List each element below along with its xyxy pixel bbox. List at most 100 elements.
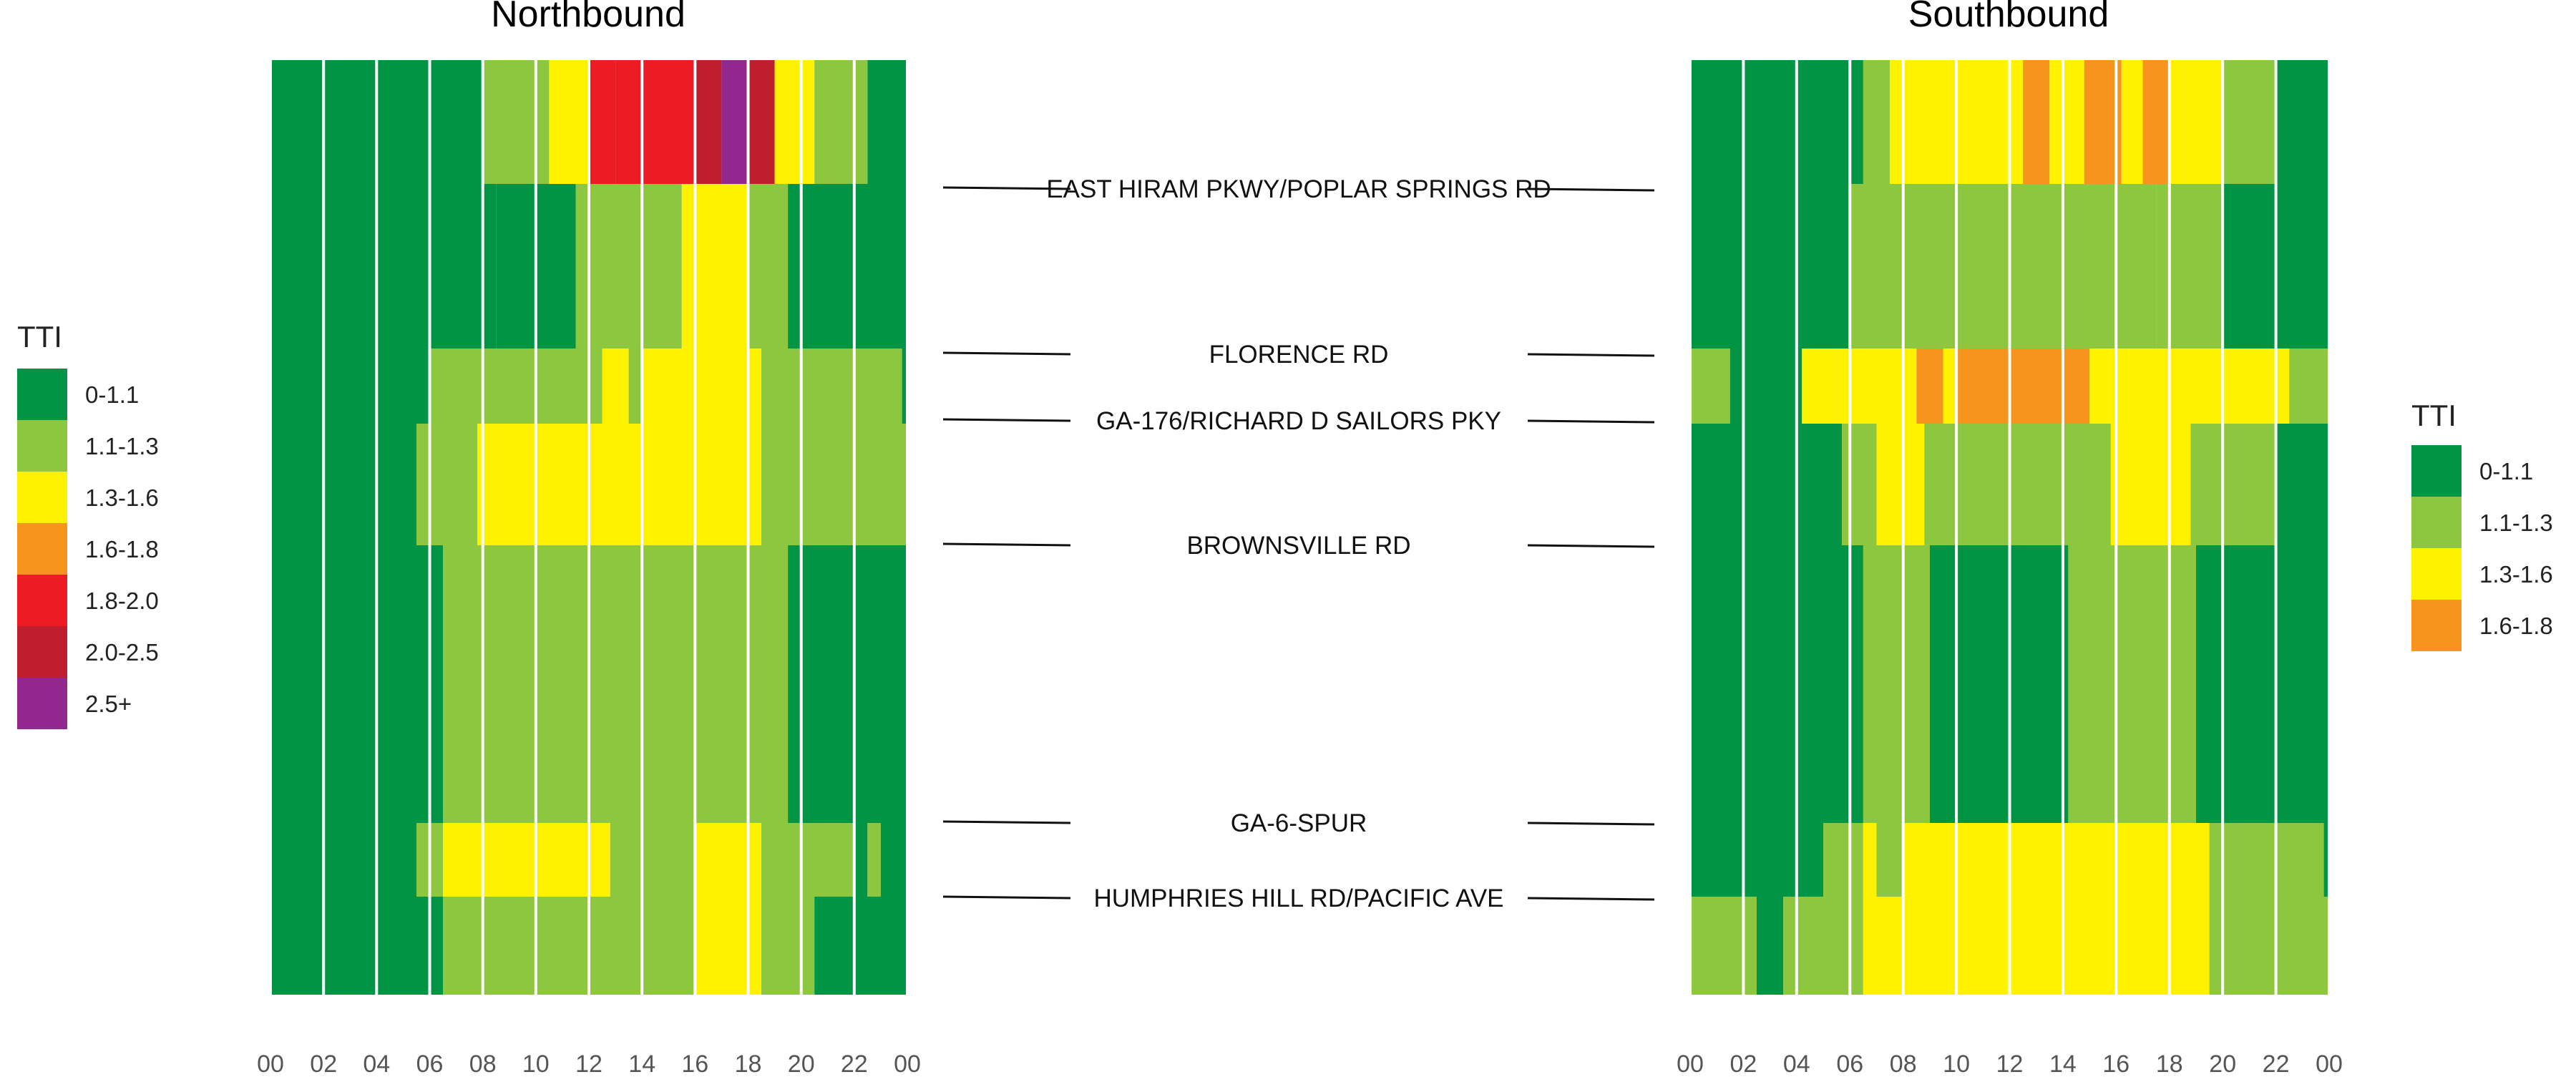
legend-swatch (17, 369, 67, 420)
x-tick-label: 14 (2049, 1051, 2077, 1073)
legend-label: 0-1.1 (2479, 458, 2533, 484)
heatmap-cell (814, 897, 907, 995)
heatmap-cell (1876, 823, 1903, 897)
legend-label: 1.1-1.3 (2479, 510, 2553, 536)
x-tick-label: 18 (735, 1051, 762, 1073)
heatmap-cell (2209, 897, 2329, 995)
heatmap-cell (1690, 897, 1757, 995)
x-tick-label: 20 (788, 1051, 815, 1073)
heatmap-cell (721, 60, 748, 184)
heatmap-cell (477, 424, 762, 545)
x-tick-label: 22 (841, 1051, 868, 1073)
connector-line-right (1527, 419, 1655, 424)
heatmap-cell (1802, 349, 1837, 424)
legend-swatch (2411, 445, 2462, 497)
heatmap-cell (681, 184, 748, 349)
connector-line-left (942, 351, 1071, 356)
legend-swatch (17, 523, 67, 575)
connector-line-left (942, 820, 1071, 824)
heatmap-cell (695, 897, 761, 995)
connector-line-left (942, 895, 1071, 900)
heatmap-cell (814, 60, 868, 184)
connector-line-right (1527, 897, 1655, 901)
heatmap-cell (575, 184, 682, 349)
x-tick-label: 20 (2209, 1051, 2236, 1073)
heatmap-cell (2209, 823, 2324, 897)
legend-label: 1.3-1.6 (2479, 561, 2553, 588)
legend-label: 2.5+ (85, 691, 132, 717)
x-tick-label: 02 (1729, 1051, 1757, 1073)
x-tick-label: 10 (522, 1051, 550, 1073)
heatmap-cell (2223, 60, 2276, 184)
road-label: BROWNSVILLE RD (1186, 532, 1410, 560)
heatmap-cell (2275, 60, 2329, 184)
legend-swatch (17, 575, 67, 626)
heatmap-cell (2068, 545, 2196, 823)
heatmap-cell (748, 184, 789, 349)
heatmap-cell (1863, 823, 1877, 897)
connector-line-right (1527, 822, 1655, 826)
heatmap-cell (1690, 545, 1863, 823)
legend-swatch (17, 678, 67, 729)
heatmap-cell (695, 823, 761, 897)
heatmap-cell (1863, 60, 1890, 184)
connector-line-left (942, 186, 1071, 190)
heatmap-cell (1729, 349, 1802, 424)
heatmap-cell (549, 60, 589, 184)
heatmap-cell (774, 60, 815, 184)
legend-label: 1.1-1.3 (85, 433, 159, 459)
x-tick-label: 18 (2156, 1051, 2183, 1073)
heatmap-cell (628, 349, 643, 424)
heatmap-cell (867, 60, 907, 184)
heatmap-cell (2275, 424, 2329, 545)
heatmap-cell (1690, 60, 1863, 184)
legend-swatch (17, 626, 67, 678)
southbound-x-axis-ticks: 00 02 04 06 08 10 12 14 16 18 20 22 00 (1677, 1051, 2343, 1077)
northbound-heatmap (269, 60, 909, 995)
legend-title: TTI (17, 320, 62, 354)
x-tick-label: 12 (1996, 1051, 2024, 1073)
connector-line-right (1527, 187, 1655, 192)
x-tick-label: 00 (257, 1051, 284, 1073)
heatmap-cell (1924, 424, 2111, 545)
heatmap-cell (1863, 897, 2210, 995)
road-label-column: EAST HIRAM PKWY/POPLAR SPRINGS RD FLORENC… (942, 175, 1655, 912)
heatmap-cell (2196, 545, 2329, 823)
heatmap-cell (2089, 349, 2129, 424)
x-tick-label: 08 (1890, 1051, 1917, 1073)
heatmap-cell (761, 349, 902, 424)
heatmap-cell (748, 60, 775, 184)
heatmap-cell (1690, 823, 1823, 897)
heatmap-cell (642, 349, 762, 424)
heatmap-cell (2129, 349, 2290, 424)
heatmap-cell (1916, 349, 1943, 424)
heatmap-cell (1757, 897, 1784, 995)
heatmap-cell (761, 823, 854, 897)
x-tick-label: 04 (1783, 1051, 1810, 1073)
heatmap-cell (589, 60, 616, 184)
legend-swatch (2411, 600, 2462, 651)
heatmap-cell (2023, 60, 2050, 184)
legend-label: 1.6-1.8 (85, 536, 159, 562)
southbound-legend: TTI 0-1.1 1.1-1.3 1.3-1.6 1.6-1.8 (2411, 399, 2553, 651)
heatmap-cell (270, 184, 497, 349)
heatmap-cell (270, 545, 443, 823)
heatmap-cell (429, 349, 602, 424)
heatmap-cell (1690, 424, 1843, 545)
heatmap-cell (2110, 424, 2191, 545)
road-label: FLORENCE RD (1209, 341, 1389, 369)
heatmap-cell (1842, 424, 1877, 545)
heatmap-cell (1823, 823, 1863, 897)
heatmap-cell (416, 424, 478, 545)
heatmap-cell (615, 60, 696, 184)
heatmap-cell (443, 545, 789, 823)
heatmap-cell (788, 184, 907, 349)
heatmap-cell (867, 823, 881, 897)
heatmap-cell (610, 823, 696, 897)
heatmap-cell (2289, 349, 2329, 424)
heatmap-cell (1690, 184, 1850, 349)
heatmap-cell (1943, 823, 2210, 897)
x-tick-label: 08 (469, 1051, 497, 1073)
x-tick-label: 06 (416, 1051, 444, 1073)
x-tick-label: 04 (363, 1051, 390, 1073)
